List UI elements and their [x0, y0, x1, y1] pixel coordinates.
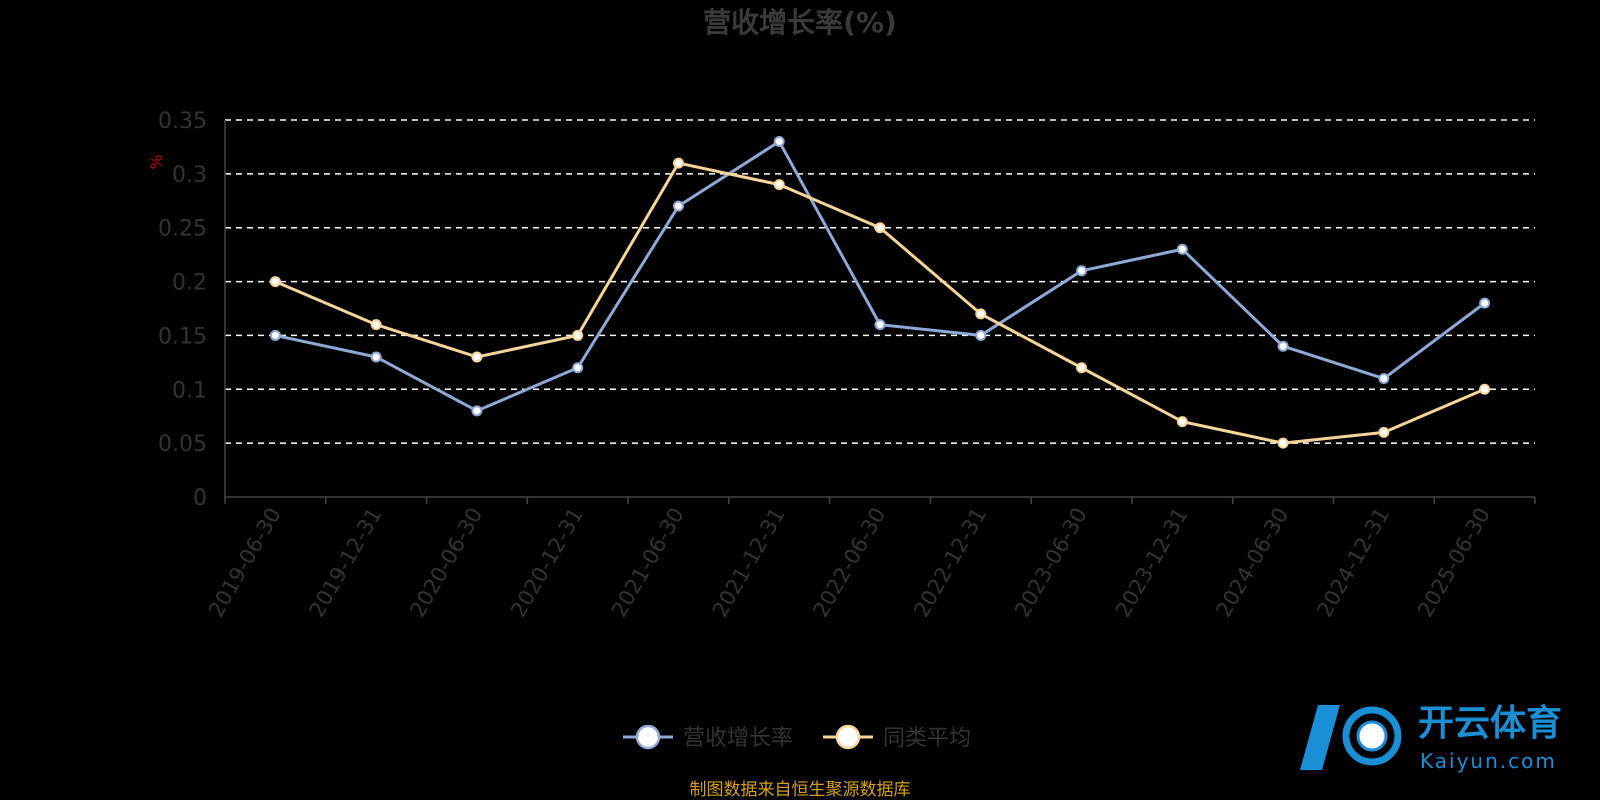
legend-swatch-marker: [835, 724, 861, 750]
watermark-domain: Kaiyun.com: [1420, 749, 1557, 773]
x-tick-label: 2023-12-31: [1111, 504, 1193, 622]
data-point: [370, 319, 382, 331]
data-point: [874, 319, 886, 331]
data-point: [1176, 416, 1188, 428]
data-point: [1277, 437, 1289, 449]
y-tick-label: 0.3: [172, 163, 207, 188]
legend-swatch-marker: [635, 724, 661, 750]
legend[interactable]: 营收增长率 同类平均: [623, 724, 971, 751]
data-point: [975, 329, 987, 341]
y-tick-label: 0.05: [158, 432, 207, 457]
data-point: [773, 136, 785, 148]
x-tick-label: 2021-06-30: [607, 504, 689, 622]
x-tick-label: 2019-06-30: [204, 504, 286, 622]
x-tick-label: 2023-06-30: [1010, 504, 1092, 622]
data-point: [471, 405, 483, 417]
x-tick-label: 2025-06-30: [1413, 504, 1495, 622]
data-point: [874, 222, 886, 234]
legend-label: 同类平均: [883, 726, 971, 751]
data-point: [1076, 362, 1088, 374]
x-tick-label: 2022-06-30: [809, 504, 891, 622]
grid-lines: [225, 119, 1535, 444]
watermark-brand: 开云体育: [1418, 703, 1562, 744]
y-tick-label: 0.35: [158, 109, 207, 134]
x-tick-label: 2024-06-30: [1212, 504, 1294, 622]
chart-title: 营收增长率(%): [703, 6, 897, 39]
data-point: [773, 179, 785, 191]
axes: 0 0.05 0.1 0.15 0.2 0.25 0.3 0.35 2019-06-30 2019…: [158, 109, 1536, 622]
data-point: [1479, 383, 1491, 395]
x-tick-label: 2022-12-31: [909, 504, 991, 622]
y-axis-label: %: [147, 154, 166, 169]
watermark-logo: 开云体育 Kaiyun.com: [1300, 703, 1562, 773]
data-point: [1176, 243, 1188, 255]
data-point: [975, 308, 987, 320]
y-tick-label: 0: [193, 486, 207, 511]
data-point: [370, 351, 382, 363]
x-tick-label: 2019-12-31: [305, 504, 387, 622]
x-tick-label: 2021-12-31: [708, 504, 790, 622]
series-line-0: [275, 140, 1486, 413]
data-point: [572, 362, 584, 374]
x-tick-label: 2020-12-31: [506, 504, 588, 622]
data-point: [1378, 373, 1390, 385]
data-source-note: 制图数据来自恒生聚源数据库: [690, 780, 911, 800]
data-point: [471, 351, 483, 363]
data-point: [672, 157, 684, 169]
x-tick-label: 2024-12-31: [1312, 504, 1394, 622]
data-point: [269, 276, 281, 288]
data-point: [1479, 297, 1491, 309]
data-point: [1076, 265, 1088, 277]
series-layer: [269, 136, 1491, 449]
data-point: [1378, 426, 1390, 438]
data-point: [672, 200, 684, 212]
data-point: [269, 329, 281, 341]
legend-item-0[interactable]: 营收增长率: [623, 724, 793, 751]
data-point: [572, 329, 584, 341]
legend-item-1[interactable]: 同类平均: [823, 724, 971, 751]
y-tick-label: 0.15: [158, 324, 207, 349]
legend-label: 营收增长率: [683, 726, 793, 751]
y-tick-label: 0.25: [158, 217, 207, 242]
y-tick-label: 0.1: [172, 378, 207, 403]
x-tick-label: 2020-06-30: [405, 504, 487, 622]
y-tick-label: 0.2: [172, 271, 207, 296]
data-point: [1277, 340, 1289, 352]
